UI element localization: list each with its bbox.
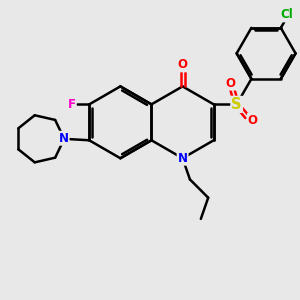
Text: Cl: Cl [280, 8, 293, 21]
Text: N: N [178, 152, 188, 165]
Text: O: O [226, 77, 236, 90]
Text: O: O [248, 114, 258, 127]
Text: O: O [178, 58, 188, 71]
Text: S: S [231, 97, 242, 112]
Text: F: F [68, 98, 76, 111]
Text: N: N [58, 132, 69, 145]
